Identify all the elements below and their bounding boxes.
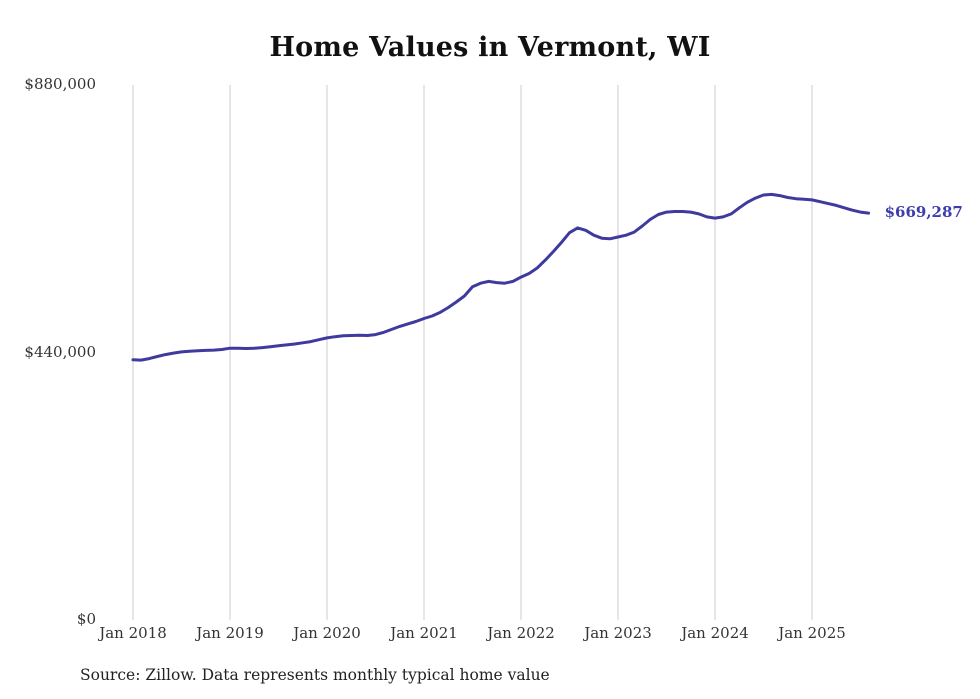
x-tick-label: Jan 2020 [293, 624, 361, 642]
home-value-line [131, 192, 871, 362]
x-tick-label: Jan 2024 [681, 624, 749, 642]
y-tick-label: $440,000 [24, 342, 96, 361]
latest-value-label: $669,287 [884, 203, 963, 222]
x-tick-label: Jan 2018 [99, 624, 167, 642]
x-tick-label: Jan 2022 [487, 624, 555, 642]
x-tick-label: Jan 2025 [778, 624, 846, 642]
x-tick-label: Jan 2021 [390, 624, 458, 642]
x-tick-label: Jan 2023 [584, 624, 652, 642]
y-tick-label: $880,000 [24, 75, 96, 93]
source-note: Source: Zillow. Data represents monthly … [80, 666, 550, 684]
chart-title: Home Values in Vermont, WI [269, 32, 711, 63]
y-tick-label: $0 [76, 610, 96, 628]
x-tick-label: Jan 2019 [196, 624, 264, 642]
